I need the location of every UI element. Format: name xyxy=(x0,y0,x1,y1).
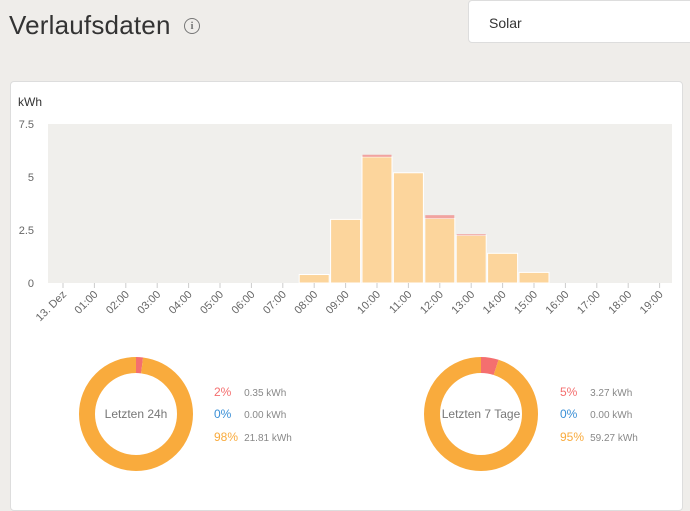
donut-segment[interactable] xyxy=(79,357,193,471)
bar-solar[interactable] xyxy=(424,217,456,284)
x-tick-label: 07:00 xyxy=(261,289,289,317)
history-chart: 13. Dez 01:00 02:00 03:00 04:00 05:00 06:00 07:… xyxy=(19,119,672,471)
x-tick-label: 13. Dez xyxy=(34,289,69,324)
y-tick-label: 2.5 xyxy=(19,225,34,237)
x-tick-label: 01:00 xyxy=(73,289,101,317)
x-tick-label: 08:00 xyxy=(292,289,320,317)
x-tick-label: 18:00 xyxy=(606,289,634,317)
donut-center-label: Letzten 7 Tage xyxy=(442,407,521,421)
legend-7d-blue-pct: 0% xyxy=(560,407,578,421)
bar-solar[interactable] xyxy=(330,218,362,284)
x-tick-label: 02:00 xyxy=(104,289,132,317)
bar-grid[interactable] xyxy=(362,154,392,157)
legend-7d-blue-value: 0.00 kWh xyxy=(590,410,633,421)
x-tick-label: 16:00 xyxy=(544,289,572,317)
source-select-value: Solar xyxy=(489,15,522,31)
legend-7d-red-pct: 5% xyxy=(560,385,578,399)
bar-solar[interactable] xyxy=(361,156,393,284)
legend-24h-red-pct: 2% xyxy=(214,385,232,399)
x-tick-label: 10:00 xyxy=(355,289,383,317)
x-tick-label: 11:00 xyxy=(387,289,414,316)
donut-7-days: Letzten 7 Tage xyxy=(424,357,538,471)
page-title: Verlaufsdaten xyxy=(9,10,171,40)
x-tick-label: 17:00 xyxy=(575,289,603,317)
bar-solar[interactable] xyxy=(298,274,330,284)
donut-24h: Letzten 24h xyxy=(79,357,193,471)
x-tick-label: 15:00 xyxy=(512,289,540,317)
x-tick-label: 09:00 xyxy=(324,289,352,317)
bar-solar[interactable] xyxy=(392,172,424,284)
source-select[interactable]: Solar xyxy=(468,0,690,43)
bar-grid[interactable] xyxy=(456,234,486,236)
legend-7d-orange-value: 59.27 kWh xyxy=(590,433,638,444)
x-tick-label: 14:00 xyxy=(481,289,509,317)
x-tick-label: 03:00 xyxy=(135,289,163,317)
x-tick-label: 06:00 xyxy=(230,289,258,317)
legend-24h-blue-value: 0.00 kWh xyxy=(244,410,287,421)
x-tick-label: 04:00 xyxy=(167,289,195,317)
bar-solar[interactable] xyxy=(455,234,487,284)
legend-24h-red-value: 0.35 kWh xyxy=(244,388,287,399)
y-tick-label: 7.5 xyxy=(19,119,34,131)
donut-segment[interactable] xyxy=(424,357,538,471)
y-axis-unit-label: kWh xyxy=(18,95,42,109)
legend-24h-blue-pct: 0% xyxy=(214,407,232,421)
y-tick-label: 5 xyxy=(28,172,34,184)
legend-7d-red-value: 3.27 kWh xyxy=(590,388,633,399)
legend-24h-orange-value: 21.81 kWh xyxy=(244,433,292,444)
bar-grid[interactable] xyxy=(425,215,455,219)
info-icon[interactable]: i xyxy=(184,18,200,34)
donut-center-label: Letzten 24h xyxy=(105,407,168,421)
legend-7d-orange-pct: 95% xyxy=(560,430,585,444)
x-tick-label: 13:00 xyxy=(449,289,477,317)
y-tick-label: 0 xyxy=(28,278,34,290)
legend-24h-orange-pct: 98% xyxy=(214,430,239,444)
x-tick-label: 19:00 xyxy=(638,289,666,317)
bar-solar[interactable] xyxy=(518,271,550,284)
bar-solar[interactable] xyxy=(487,252,519,284)
x-tick-label: 12:00 xyxy=(418,289,446,317)
x-tick-label: 05:00 xyxy=(198,289,226,317)
